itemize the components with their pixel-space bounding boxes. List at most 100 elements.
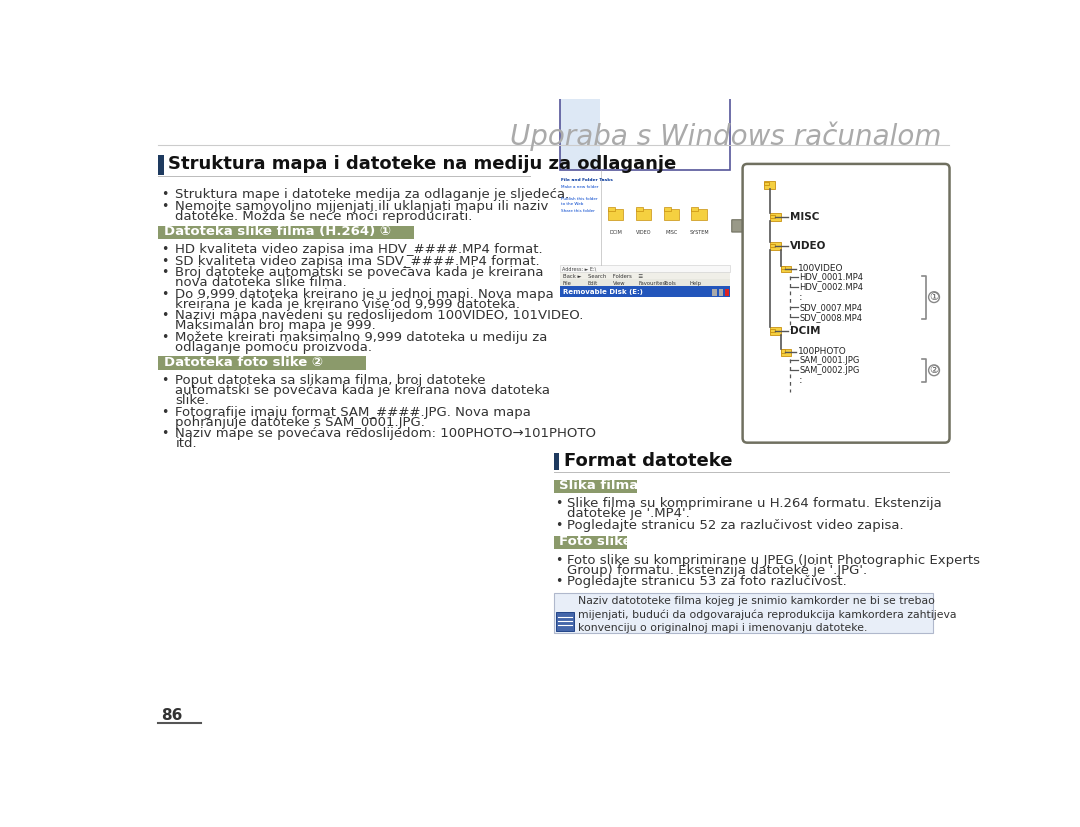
Text: HDV_0002.MP4: HDV_0002.MP4 [799,283,863,292]
FancyBboxPatch shape [556,612,575,630]
Text: •: • [161,255,168,268]
FancyBboxPatch shape [559,286,730,297]
Text: Datoteka foto slike ②: Datoteka foto slike ② [164,356,323,369]
FancyBboxPatch shape [159,155,164,174]
FancyBboxPatch shape [554,453,559,471]
Text: View: View [613,281,625,286]
Text: Nemojte samovoljno mijenjati ili uklanjati mapu ili naziv: Nemojte samovoljno mijenjati ili uklanja… [175,200,549,213]
Text: 86: 86 [161,708,183,723]
Text: nova datoteka slike filma.: nova datoteka slike filma. [175,276,347,289]
FancyBboxPatch shape [663,207,671,211]
FancyBboxPatch shape [770,244,774,247]
Text: SDV_0008.MP4: SDV_0008.MP4 [799,313,862,322]
Text: Naziv datototeke filma kojeg je snimio kamkorder ne bi se trebao
mijenjati, budu: Naziv datototeke filma kojeg je snimio k… [578,596,957,633]
Text: Publish this folder
to the Web: Publish this folder to the Web [562,197,598,206]
Text: SAM_0001.JPG: SAM_0001.JPG [799,356,860,365]
Text: •: • [161,309,168,323]
FancyBboxPatch shape [559,75,730,170]
FancyBboxPatch shape [636,209,651,220]
Text: Broj datoteke automatski se povećava kada je kreirana: Broj datoteke automatski se povećava kad… [175,266,544,280]
Text: •: • [161,188,168,201]
Text: slike.: slike. [175,394,210,407]
Text: •: • [555,553,563,566]
FancyBboxPatch shape [691,207,699,211]
Text: MISC: MISC [665,230,677,235]
FancyBboxPatch shape [663,209,679,220]
Text: datoteke je '.MP4'.: datoteke je '.MP4'. [567,507,690,520]
Text: Slike filma su komprimirane u H.264 formatu. Ekstenzija: Slike filma su komprimirane u H.264 form… [567,497,942,510]
Text: Make a new folder: Make a new folder [562,185,598,189]
Text: SD kvaliteta video zapisa ima SDV_####.MP4 format.: SD kvaliteta video zapisa ima SDV_####.M… [175,255,540,268]
Text: kreirana je kada je kreirano više od 9,999 datoteka.: kreirana je kada je kreirano više od 9,9… [175,298,521,311]
FancyBboxPatch shape [608,207,615,211]
FancyBboxPatch shape [636,207,643,211]
Text: File: File [562,281,571,286]
FancyBboxPatch shape [554,480,637,493]
FancyBboxPatch shape [781,265,791,272]
Text: Share this folder: Share this folder [562,208,595,213]
FancyBboxPatch shape [765,181,775,189]
Text: itd.: itd. [175,437,197,450]
FancyBboxPatch shape [781,349,791,356]
Text: ①: ① [930,292,939,302]
Text: Datoteka slike filma (H.264) ①: Datoteka slike filma (H.264) ① [164,225,391,238]
Text: ②: ② [930,366,939,375]
Text: VIDEO: VIDEO [636,230,651,235]
FancyBboxPatch shape [559,272,730,280]
FancyBboxPatch shape [770,215,774,218]
FancyBboxPatch shape [159,226,414,239]
Text: •: • [161,331,168,344]
Text: Maksimalan broj mapa je 999.: Maksimalan broj mapa je 999. [175,319,376,332]
Text: SYSTEM: SYSTEM [689,230,708,235]
FancyBboxPatch shape [781,350,785,352]
Text: odlaganje pomoću proizvoda.: odlaganje pomoću proizvoda. [175,341,373,354]
Text: Do 9,999 datoteka kreirano je u jednoj mapi. Nova mapa: Do 9,999 datoteka kreirano je u jednoj m… [175,288,554,301]
Text: HDV_0001.MP4: HDV_0001.MP4 [799,273,863,282]
Text: pohranjuje datoteke s SAM_0001.JPG.: pohranjuje datoteke s SAM_0001.JPG. [175,416,426,428]
Text: •: • [161,406,168,418]
Text: Help: Help [690,281,702,286]
FancyBboxPatch shape [554,593,933,633]
Text: Struktura mape i datoteke medija za odlaganje je sljedeća.: Struktura mape i datoteke medija za odla… [175,188,569,201]
Text: DCIM: DCIM [609,230,622,235]
Text: automatski se povećava kada je kreirana nova datoteka: automatski se povećava kada je kreirana … [175,384,551,397]
Text: •: • [555,497,563,510]
FancyBboxPatch shape [743,164,949,442]
Text: MISC: MISC [789,212,820,222]
Text: VIDEO: VIDEO [789,241,826,251]
Text: Edit: Edit [588,281,598,286]
Text: Back ►    Search    Folders    ☰: Back ► Search Folders ☰ [563,274,643,279]
Text: HD kvaliteta video zapisa ima HDV_####.MP4 format.: HD kvaliteta video zapisa ima HDV_####.M… [175,243,543,256]
Text: •: • [161,428,168,440]
FancyBboxPatch shape [770,242,781,250]
FancyBboxPatch shape [725,289,729,296]
FancyBboxPatch shape [559,265,730,272]
Text: Pogledajte stranicu 53 za foto razlučivost.: Pogledajte stranicu 53 za foto razlučivo… [567,575,847,588]
FancyBboxPatch shape [691,209,707,220]
Text: Možete kreirati maksimalno 9,999 datoteka u mediju za: Možete kreirati maksimalno 9,999 datotek… [175,331,548,344]
FancyBboxPatch shape [159,356,366,370]
Text: Group) formatu. Ekstenzija datoteke je '.JPG'.: Group) formatu. Ekstenzija datoteke je '… [567,563,867,576]
FancyBboxPatch shape [608,209,623,220]
FancyBboxPatch shape [559,280,730,286]
Text: Tools: Tools [664,281,677,286]
Text: •: • [161,200,168,213]
Text: :: : [799,375,802,385]
Text: Foto slike su komprimirane u JPEG (Joint Photographic Experts: Foto slike su komprimirane u JPEG (Joint… [567,553,981,566]
Text: DCIM: DCIM [789,326,821,336]
Text: File and Folder Tasks: File and Folder Tasks [562,178,613,182]
Text: Foto slike: Foto slike [559,536,632,548]
FancyBboxPatch shape [765,183,769,185]
Text: Nazivi mapa navedeni su redoslijedom 100VIDEO, 101VIDEO.: Nazivi mapa navedeni su redoslijedom 100… [175,309,583,323]
Text: •: • [555,519,563,532]
FancyBboxPatch shape [770,213,781,221]
Text: Address: ► E:\: Address: ► E:\ [562,266,596,271]
Text: Struktura mapa i datoteke na mediju za odlaganje: Struktura mapa i datoteke na mediju za o… [168,155,676,173]
Text: •: • [161,266,168,280]
Polygon shape [732,213,762,238]
Text: 100PHOTO: 100PHOTO [798,347,847,356]
FancyBboxPatch shape [781,266,785,270]
FancyBboxPatch shape [770,328,774,332]
Text: Pogledajte stranicu 52 za razlučivost video zapisa.: Pogledajte stranicu 52 za razlučivost vi… [567,519,904,532]
Text: SDV_0007.MP4: SDV_0007.MP4 [799,303,862,312]
